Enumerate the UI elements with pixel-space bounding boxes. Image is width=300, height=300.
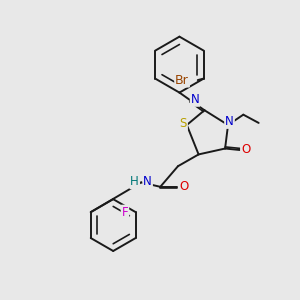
Text: O: O bbox=[241, 143, 250, 157]
Text: F: F bbox=[122, 206, 128, 219]
Text: N: N bbox=[143, 175, 152, 188]
Text: N: N bbox=[225, 115, 234, 128]
Text: S: S bbox=[180, 117, 187, 130]
Text: Br: Br bbox=[175, 74, 189, 87]
Text: H: H bbox=[130, 175, 139, 188]
Text: N: N bbox=[191, 93, 200, 106]
Text: O: O bbox=[179, 180, 188, 193]
